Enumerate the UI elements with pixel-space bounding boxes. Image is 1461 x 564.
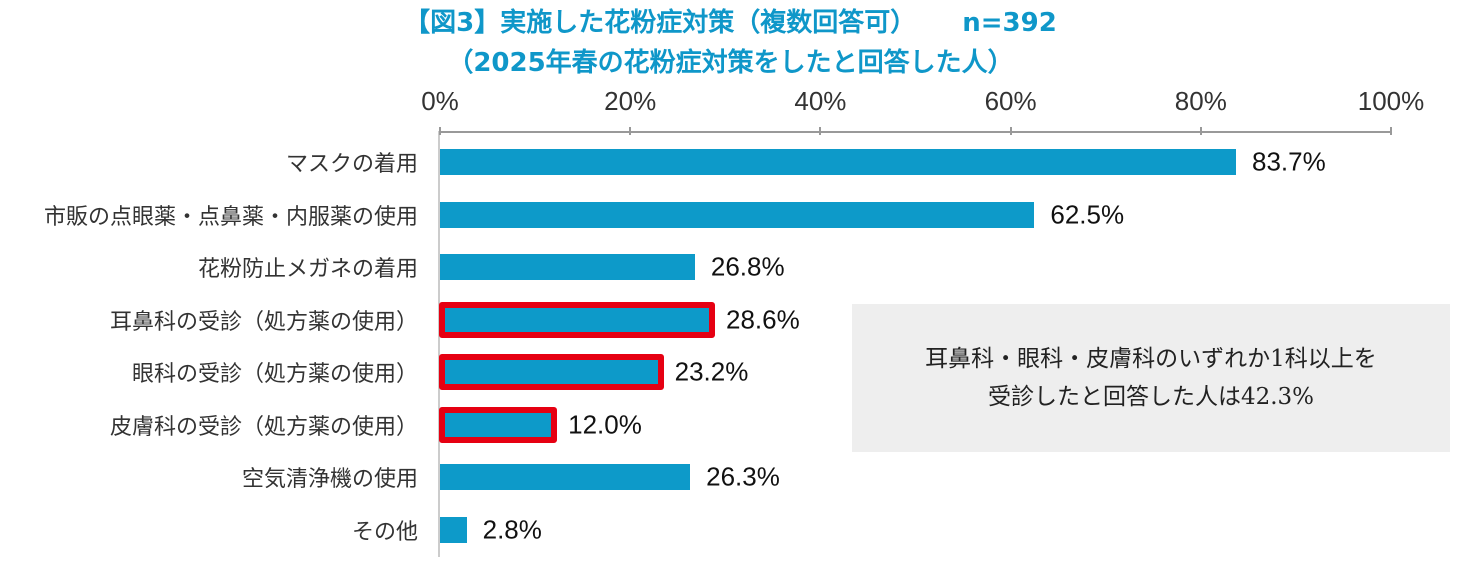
x-tick xyxy=(1009,127,1012,135)
category-label: 花粉防止メガネの着用 xyxy=(197,257,418,282)
x-tick xyxy=(629,127,632,135)
x-tick xyxy=(1199,127,1202,135)
data-label: 28.6% xyxy=(725,304,800,334)
x-axis-line xyxy=(440,131,1391,133)
bar xyxy=(440,149,1236,175)
bar xyxy=(440,254,695,280)
highlighted-bar xyxy=(439,301,715,338)
x-tick-label: 0% xyxy=(421,86,459,116)
x-tick xyxy=(439,127,441,135)
chart-title-line1: 【図3】実施した花粉症対策（複数回答可） xyxy=(404,8,917,38)
category-label: 眼科の受診（処方薬の使用） xyxy=(131,362,418,387)
data-label: 83.7% xyxy=(1251,146,1326,177)
data-label: 2.8% xyxy=(482,514,542,544)
chart-title: 【図3】実施した花粉症対策（複数回答可） n=392 xyxy=(0,6,1461,40)
highlighted-bar xyxy=(439,354,664,390)
data-label: 26.8% xyxy=(710,251,785,282)
bar xyxy=(440,516,467,543)
sample-size: n=392 xyxy=(962,8,1057,38)
x-tick-label: 100% xyxy=(1357,86,1425,116)
category-label: 耳鼻科の受診（処方薬の使用） xyxy=(109,309,418,335)
x-tick-label: 80% xyxy=(1174,86,1227,116)
annotation-line-2: 受診したと回答した人は42.3% xyxy=(987,384,1315,410)
data-label: 12.0% xyxy=(568,409,642,439)
y-axis-line xyxy=(438,131,440,557)
x-tick xyxy=(1390,127,1392,135)
data-label: 23.2% xyxy=(674,356,749,387)
x-tick xyxy=(819,127,822,135)
category-label: その他 xyxy=(351,519,418,545)
data-label: 26.3% xyxy=(706,461,780,492)
category-label: マスクの着用 xyxy=(285,152,418,177)
x-tick-label: 40% xyxy=(794,86,847,116)
chart-subtitle: （2025年春の花粉症対策をしたと回答した人） xyxy=(447,48,1014,78)
x-tick-label: 20% xyxy=(604,86,657,116)
bar xyxy=(440,201,1035,228)
category-label: 皮膚科の受診（処方薬の使用） xyxy=(109,414,418,440)
x-tick-label: 60% xyxy=(984,86,1037,116)
highlighted-bar xyxy=(439,406,558,443)
bar xyxy=(440,464,691,490)
annotation-line-1: 耳鼻科・眼科・皮膚科のいずれか1科以上を xyxy=(925,346,1377,372)
category-label: 空気清浄機の使用 xyxy=(241,467,418,492)
category-label: 市販の点眼薬・点鼻薬・内服薬の使用 xyxy=(43,204,418,230)
annotation-box: 耳鼻科・眼科・皮膚科のいずれか1科以上を 受診したと回答した人は42.3% xyxy=(852,304,1450,452)
data-label: 62.5% xyxy=(1050,199,1125,229)
